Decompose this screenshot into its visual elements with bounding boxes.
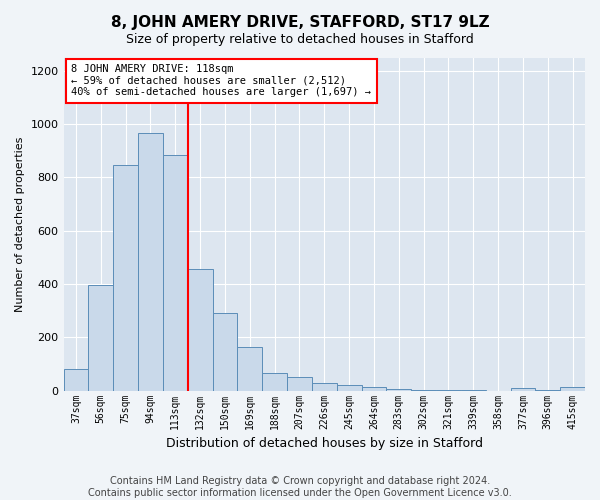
Text: Contains HM Land Registry data © Crown copyright and database right 2024.
Contai: Contains HM Land Registry data © Crown c… bbox=[88, 476, 512, 498]
Bar bbox=[113, 164, 138, 390]
Text: 8, JOHN AMERY DRIVE, STAFFORD, ST17 9LZ: 8, JOHN AMERY DRIVE, STAFFORD, ST17 9LZ bbox=[110, 15, 490, 30]
Bar bbox=[262, 372, 287, 390]
Bar bbox=[362, 388, 386, 390]
Bar bbox=[163, 155, 188, 390]
Text: Size of property relative to detached houses in Stafford: Size of property relative to detached ho… bbox=[126, 32, 474, 46]
Bar bbox=[337, 385, 362, 390]
Text: 8 JOHN AMERY DRIVE: 118sqm
← 59% of detached houses are smaller (2,512)
40% of s: 8 JOHN AMERY DRIVE: 118sqm ← 59% of deta… bbox=[71, 64, 371, 98]
Bar bbox=[212, 313, 238, 390]
Bar bbox=[312, 382, 337, 390]
Bar bbox=[560, 388, 585, 390]
Bar bbox=[138, 132, 163, 390]
Bar bbox=[64, 370, 88, 390]
Bar bbox=[238, 347, 262, 391]
Bar bbox=[88, 286, 113, 391]
Bar bbox=[188, 270, 212, 390]
Bar bbox=[287, 378, 312, 390]
Y-axis label: Number of detached properties: Number of detached properties bbox=[15, 136, 25, 312]
X-axis label: Distribution of detached houses by size in Stafford: Distribution of detached houses by size … bbox=[166, 437, 483, 450]
Bar bbox=[511, 388, 535, 390]
